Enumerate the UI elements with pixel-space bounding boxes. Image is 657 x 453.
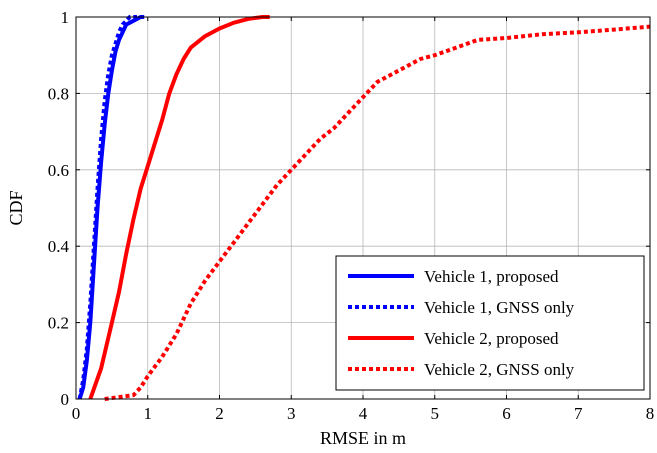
y-tick-label: 0.4 <box>48 237 70 256</box>
x-tick-label: 7 <box>574 404 583 423</box>
x-tick-label: 5 <box>431 404 440 423</box>
legend-label: Vehicle 2, proposed <box>424 329 559 348</box>
y-tick-label: 1 <box>61 8 70 27</box>
series-line-3 <box>88 15 270 400</box>
x-axis-label: RMSE in m <box>320 428 406 448</box>
x-tick-label: 3 <box>287 404 296 423</box>
x-tick-label: 2 <box>215 404 224 423</box>
x-tick-label: 1 <box>144 404 153 423</box>
y-tick-label: 0 <box>61 390 70 409</box>
x-tick-label: 0 <box>72 404 81 423</box>
y-axis-label: CDF <box>6 190 26 225</box>
y-tick-label: 0.8 <box>48 84 69 103</box>
grid <box>75 16 651 400</box>
x-tick-label: 8 <box>646 404 655 423</box>
legend-label: Vehicle 1, proposed <box>424 267 559 286</box>
y-tick-label: 0.2 <box>48 314 69 333</box>
legend: Vehicle 1, proposed Vehicle 1, GNSS only V… <box>335 255 645 391</box>
legend-label: Vehicle 1, GNSS only <box>424 298 575 317</box>
legend-box <box>335 255 645 391</box>
axis-ticks: 0 1 2 3 4 5 6 7 8 0 0.2 0.4 0.6 0.8 1 <box>48 8 655 423</box>
x-tick-label: 6 <box>502 404 511 423</box>
x-tick-label: 4 <box>359 404 368 423</box>
series-line-2 <box>77 15 137 400</box>
series-layer <box>77 15 651 401</box>
legend-label: Vehicle 2, GNSS only <box>424 360 575 379</box>
y-tick-label: 0.6 <box>48 161 69 180</box>
